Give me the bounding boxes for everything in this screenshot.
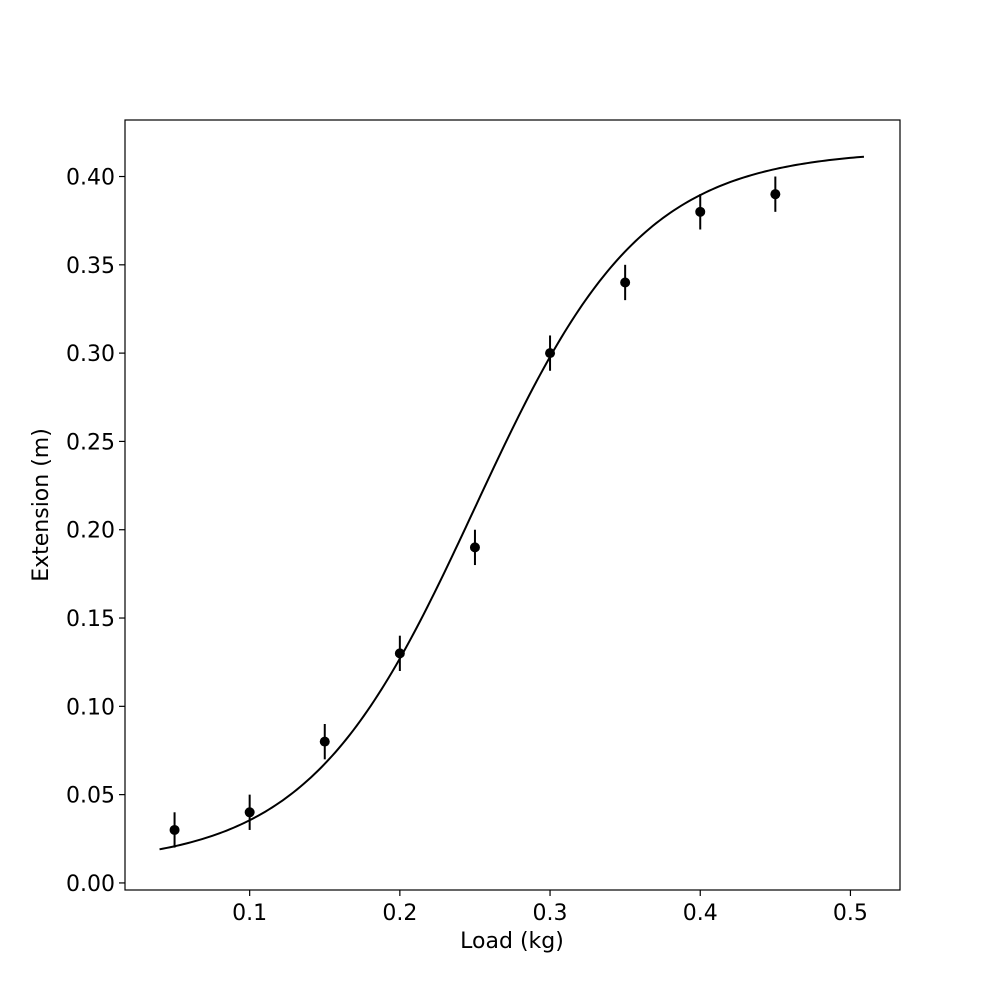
data-point (319, 723, 330, 760)
y-axis-ticks: 0.00 0.05 0.10 0.15 0.20 0.25 0.30 0.35 0.40 (66, 166, 125, 897)
point-marker (620, 277, 631, 288)
point-marker (169, 824, 180, 835)
fit-line (159, 155, 865, 851)
point-marker (394, 648, 405, 659)
x-tick-label: 0.1 (232, 901, 267, 926)
y-tick-label: 0.40 (66, 166, 115, 191)
point-marker (469, 542, 480, 553)
y-tick-label: 0.35 (66, 254, 115, 279)
data-point (469, 529, 480, 566)
point-marker (545, 348, 556, 359)
point-marker (244, 807, 255, 818)
plot-area (125, 120, 900, 890)
data-point (545, 335, 556, 371)
y-tick-label: 0.30 (66, 342, 115, 367)
y-tick-label: 0.00 (66, 872, 115, 897)
y-tick-label: 0.25 (66, 430, 115, 455)
y-tick-label: 0.20 (66, 519, 115, 544)
x-tick-label: 0.2 (382, 901, 417, 926)
y-axis-label: Extension (m) (29, 428, 54, 582)
point-marker (770, 189, 781, 200)
point-marker (319, 736, 330, 747)
data-points (169, 176, 781, 848)
y-tick-label: 0.10 (66, 695, 115, 720)
x-axis-label: Load (kg) (460, 929, 564, 954)
data-point (620, 264, 631, 301)
y-tick-label: 0.15 (66, 607, 115, 632)
x-tick-label: 0.4 (683, 901, 718, 926)
data-point (770, 176, 781, 212)
fit-curve (159, 155, 865, 851)
data-point (244, 794, 255, 830)
x-axis-ticks: 0.1 0.2 0.3 0.4 0.5 (232, 890, 868, 926)
x-tick-label: 0.5 (833, 901, 868, 926)
y-tick-label: 0.05 (66, 784, 115, 809)
data-point (695, 194, 706, 230)
point-marker (695, 206, 706, 217)
data-point (169, 812, 180, 848)
data-point (394, 635, 405, 672)
axes-frame (124, 119, 901, 891)
x-tick-label: 0.3 (533, 901, 568, 926)
